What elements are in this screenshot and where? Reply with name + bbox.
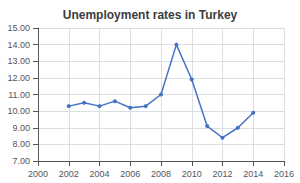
svg-text:2012: 2012 [212,169,232,179]
svg-text:10.00: 10.00 [7,106,30,116]
svg-text:2000: 2000 [28,169,48,179]
svg-text:2008: 2008 [151,169,171,179]
svg-text:13.00: 13.00 [7,56,30,66]
svg-text:8.00: 8.00 [12,139,30,149]
svg-text:14.00: 14.00 [7,40,30,50]
svg-text:2002: 2002 [59,169,79,179]
svg-text:2014: 2014 [243,169,263,179]
svg-text:Unemployment rates in Turkey: Unemployment rates in Turkey [63,8,238,22]
svg-text:2010: 2010 [182,169,202,179]
svg-text:2016: 2016 [274,169,294,179]
svg-text:12.00: 12.00 [7,73,30,83]
svg-text:7.00: 7.00 [12,156,30,166]
svg-text:2004: 2004 [89,169,109,179]
svg-text:9.00: 9.00 [12,123,30,133]
svg-text:11.00: 11.00 [8,90,30,100]
svg-text:15.00: 15.00 [7,23,30,33]
svg-text:2006: 2006 [120,169,140,179]
